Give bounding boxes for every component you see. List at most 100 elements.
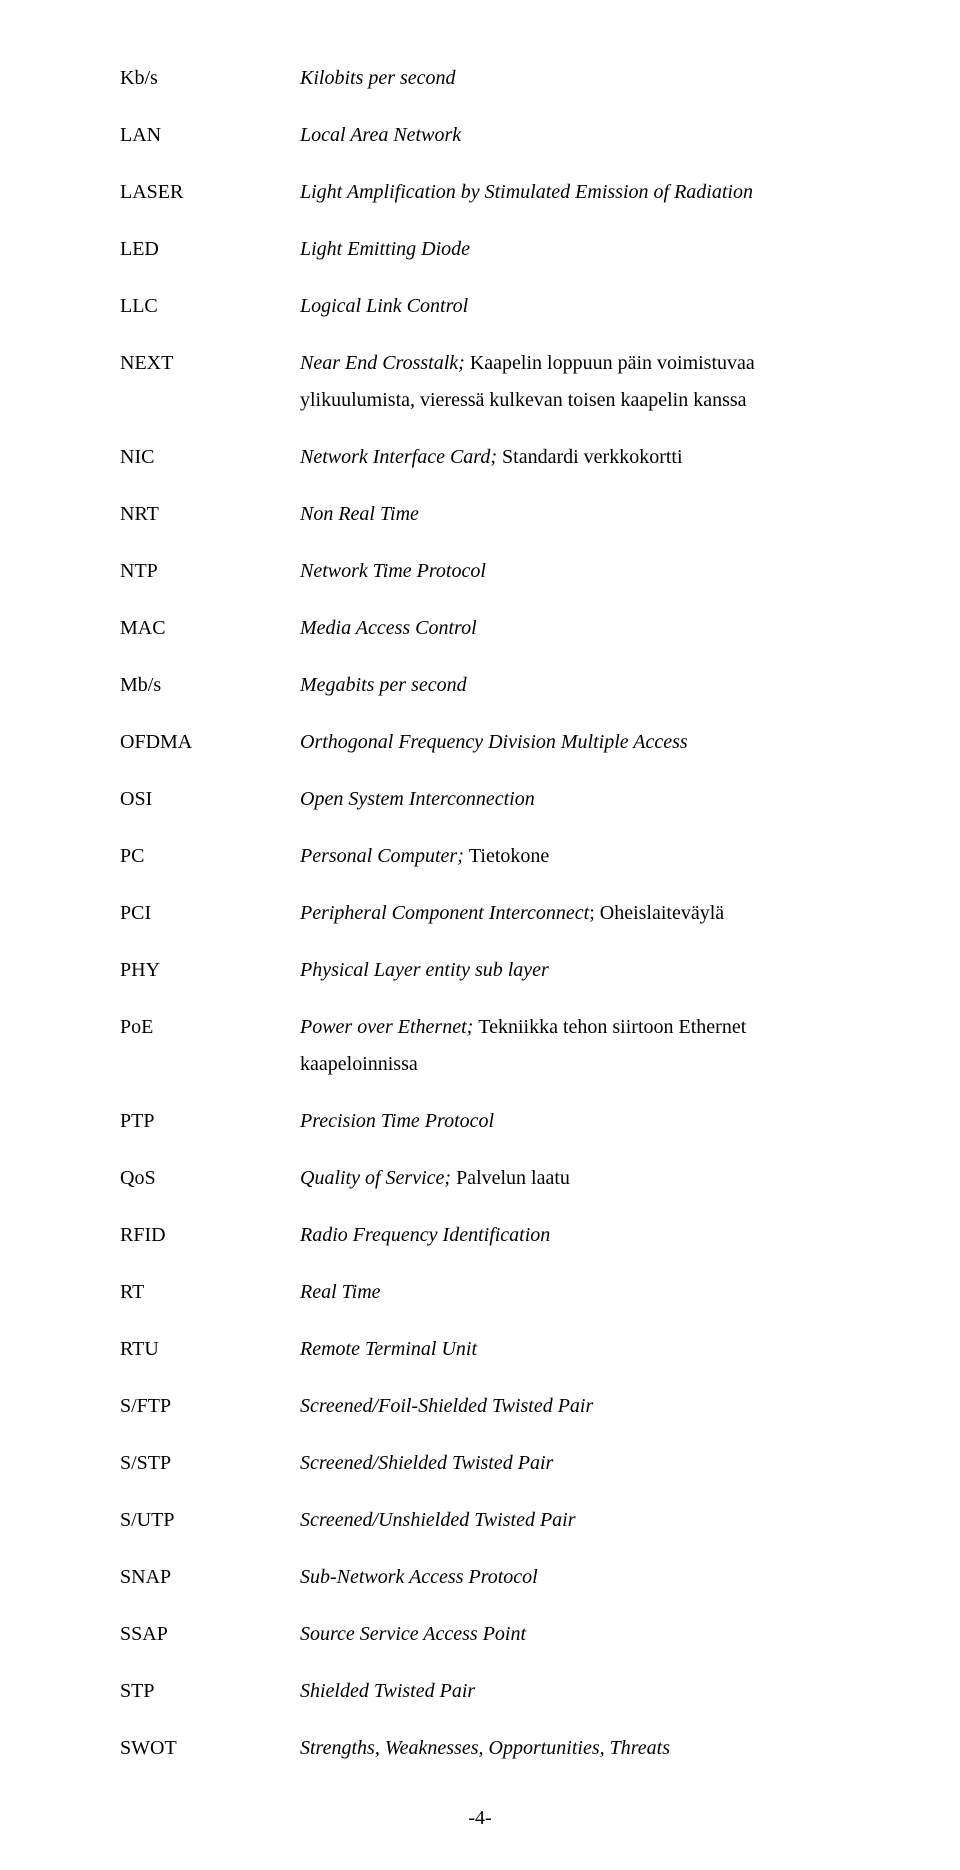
- abbreviation: S/STP: [120, 1445, 300, 1482]
- glossary-row: NEXTNear End Crosstalk; Kaapelin loppuun…: [120, 345, 840, 419]
- definition: Megabits per second: [300, 667, 840, 704]
- abbreviation: OSI: [120, 781, 300, 818]
- abbreviation: PHY: [120, 952, 300, 989]
- definition: Radio Frequency Identification: [300, 1217, 840, 1254]
- page-number: -4-: [120, 1807, 840, 1830]
- definition-part: Near End Crosstalk;: [300, 352, 470, 374]
- definition: Network Interface Card; Standardi verkko…: [300, 439, 840, 476]
- definition-part: Orthogonal Frequency Division Multiple A…: [300, 731, 688, 753]
- abbreviation: S/FTP: [120, 1388, 300, 1425]
- definition: Peripheral Component Interconnect; Oheis…: [300, 895, 840, 932]
- definition: Orthogonal Frequency Division Multiple A…: [300, 724, 840, 761]
- definition: Power over Ethernet; Tekniikka tehon sii…: [300, 1009, 840, 1083]
- glossary-row: NRTNon Real Time: [120, 496, 840, 533]
- abbreviation: Kb/s: [120, 60, 300, 97]
- glossary-row: LLCLogical Link Control: [120, 288, 840, 325]
- abbreviation: PTP: [120, 1103, 300, 1140]
- abbreviation: OFDMA: [120, 724, 300, 761]
- abbreviation: LLC: [120, 288, 300, 325]
- abbreviation: QoS: [120, 1160, 300, 1197]
- definition-part: Quality of Service;: [300, 1167, 456, 1189]
- glossary-row: RTReal Time: [120, 1274, 840, 1311]
- definition-part: Non Real Time: [300, 503, 419, 525]
- definition-part: Network Time Protocol: [300, 560, 486, 582]
- abbreviation: NEXT: [120, 345, 300, 382]
- glossary-row: S/UTPScreened/Unshielded Twisted Pair: [120, 1502, 840, 1539]
- definition: Screened/Foil-Shielded Twisted Pair: [300, 1388, 840, 1425]
- glossary-row: LASERLight Amplification by Stimulated E…: [120, 174, 840, 211]
- definition-part: Sub-Network Access Protocol: [300, 1566, 538, 1588]
- abbreviation: RFID: [120, 1217, 300, 1254]
- abbreviation: NIC: [120, 439, 300, 476]
- glossary-row: STPShielded Twisted Pair: [120, 1673, 840, 1710]
- definition: Logical Link Control: [300, 288, 840, 325]
- definition: Light Emitting Diode: [300, 231, 840, 268]
- definition-part: Kilobits per second: [300, 67, 456, 89]
- abbreviation: SNAP: [120, 1559, 300, 1596]
- definition: Real Time: [300, 1274, 840, 1311]
- definition-part: Power over Ethernet;: [300, 1016, 478, 1038]
- definition-part: Megabits per second: [300, 674, 467, 696]
- glossary-row: PTPPrecision Time Protocol: [120, 1103, 840, 1140]
- definition: Near End Crosstalk; Kaapelin loppuun päi…: [300, 345, 840, 419]
- definition-part: Network Interface Card;: [300, 446, 502, 468]
- abbreviation: S/UTP: [120, 1502, 300, 1539]
- glossary-row: PCPersonal Computer; Tietokone: [120, 838, 840, 875]
- abbreviation: RT: [120, 1274, 300, 1311]
- definition-part: Open System Interconnection: [300, 788, 535, 810]
- definition-part: Media Access Control: [300, 617, 477, 639]
- glossary-row: Kb/sKilobits per second: [120, 60, 840, 97]
- definition-part: Local Area Network: [300, 124, 461, 146]
- glossary-row: S/FTPScreened/Foil-Shielded Twisted Pair: [120, 1388, 840, 1425]
- definition: Quality of Service; Palvelun laatu: [300, 1160, 840, 1197]
- definition-part: Screened/Shielded Twisted Pair: [300, 1452, 553, 1474]
- abbreviation: PCI: [120, 895, 300, 932]
- glossary-row: SWOTStrengths, Weaknesses, Opportunities…: [120, 1730, 840, 1767]
- definition: Screened/Unshielded Twisted Pair: [300, 1502, 840, 1539]
- definition-part: Physical Layer entity sub layer: [300, 959, 549, 981]
- definition-part: Source Service Access Point: [300, 1623, 526, 1645]
- glossary-row: PoEPower over Ethernet; Tekniikka tehon …: [120, 1009, 840, 1083]
- glossary-row: SNAPSub-Network Access Protocol: [120, 1559, 840, 1596]
- definition: Shielded Twisted Pair: [300, 1673, 840, 1710]
- abbreviation: NRT: [120, 496, 300, 533]
- definition-part: Logical Link Control: [300, 295, 468, 317]
- definition: Screened/Shielded Twisted Pair: [300, 1445, 840, 1482]
- glossary-row: RFIDRadio Frequency Identification: [120, 1217, 840, 1254]
- definition: Strengths, Weaknesses, Opportunities, Th…: [300, 1730, 840, 1767]
- definition-part: Shielded Twisted Pair: [300, 1680, 475, 1702]
- definition: Network Time Protocol: [300, 553, 840, 590]
- abbreviation: Mb/s: [120, 667, 300, 704]
- abbreviation: LASER: [120, 174, 300, 211]
- glossary-row: NICNetwork Interface Card; Standardi ver…: [120, 439, 840, 476]
- glossary-row: LEDLight Emitting Diode: [120, 231, 840, 268]
- definition-part: Precision Time Protocol: [300, 1110, 494, 1132]
- definition-part: Light Emitting Diode: [300, 238, 470, 260]
- glossary-row: LANLocal Area Network: [120, 117, 840, 154]
- definition-part: Real Time: [300, 1281, 381, 1303]
- definition-part: Screened/Unshielded Twisted Pair: [300, 1509, 576, 1531]
- glossary-row: OSIOpen System Interconnection: [120, 781, 840, 818]
- definition: Physical Layer entity sub layer: [300, 952, 840, 989]
- definition: Non Real Time: [300, 496, 840, 533]
- glossary-row: PHYPhysical Layer entity sub layer: [120, 952, 840, 989]
- definition: Personal Computer; Tietokone: [300, 838, 840, 875]
- glossary-row: OFDMAOrthogonal Frequency Division Multi…: [120, 724, 840, 761]
- glossary-row: Mb/sMegabits per second: [120, 667, 840, 704]
- abbreviation: RTU: [120, 1331, 300, 1368]
- definition-part: Remote Terminal Unit: [300, 1338, 477, 1360]
- abbreviation: MAC: [120, 610, 300, 647]
- abbreviation: SWOT: [120, 1730, 300, 1767]
- definition-part: ; Oheislaiteväylä: [589, 902, 724, 924]
- abbreviation: LAN: [120, 117, 300, 154]
- definition-part: Standardi verkkokortti: [502, 446, 683, 468]
- glossary-row: SSAPSource Service Access Point: [120, 1616, 840, 1653]
- abbreviation: PoE: [120, 1009, 300, 1046]
- glossary-row: S/STPScreened/Shielded Twisted Pair: [120, 1445, 840, 1482]
- glossary-row: MACMedia Access Control: [120, 610, 840, 647]
- definition: Media Access Control: [300, 610, 840, 647]
- definition: Sub-Network Access Protocol: [300, 1559, 840, 1596]
- glossary-row: QoSQuality of Service; Palvelun laatu: [120, 1160, 840, 1197]
- abbreviation: STP: [120, 1673, 300, 1710]
- definition-part: Screened/Foil-Shielded Twisted Pair: [300, 1395, 593, 1417]
